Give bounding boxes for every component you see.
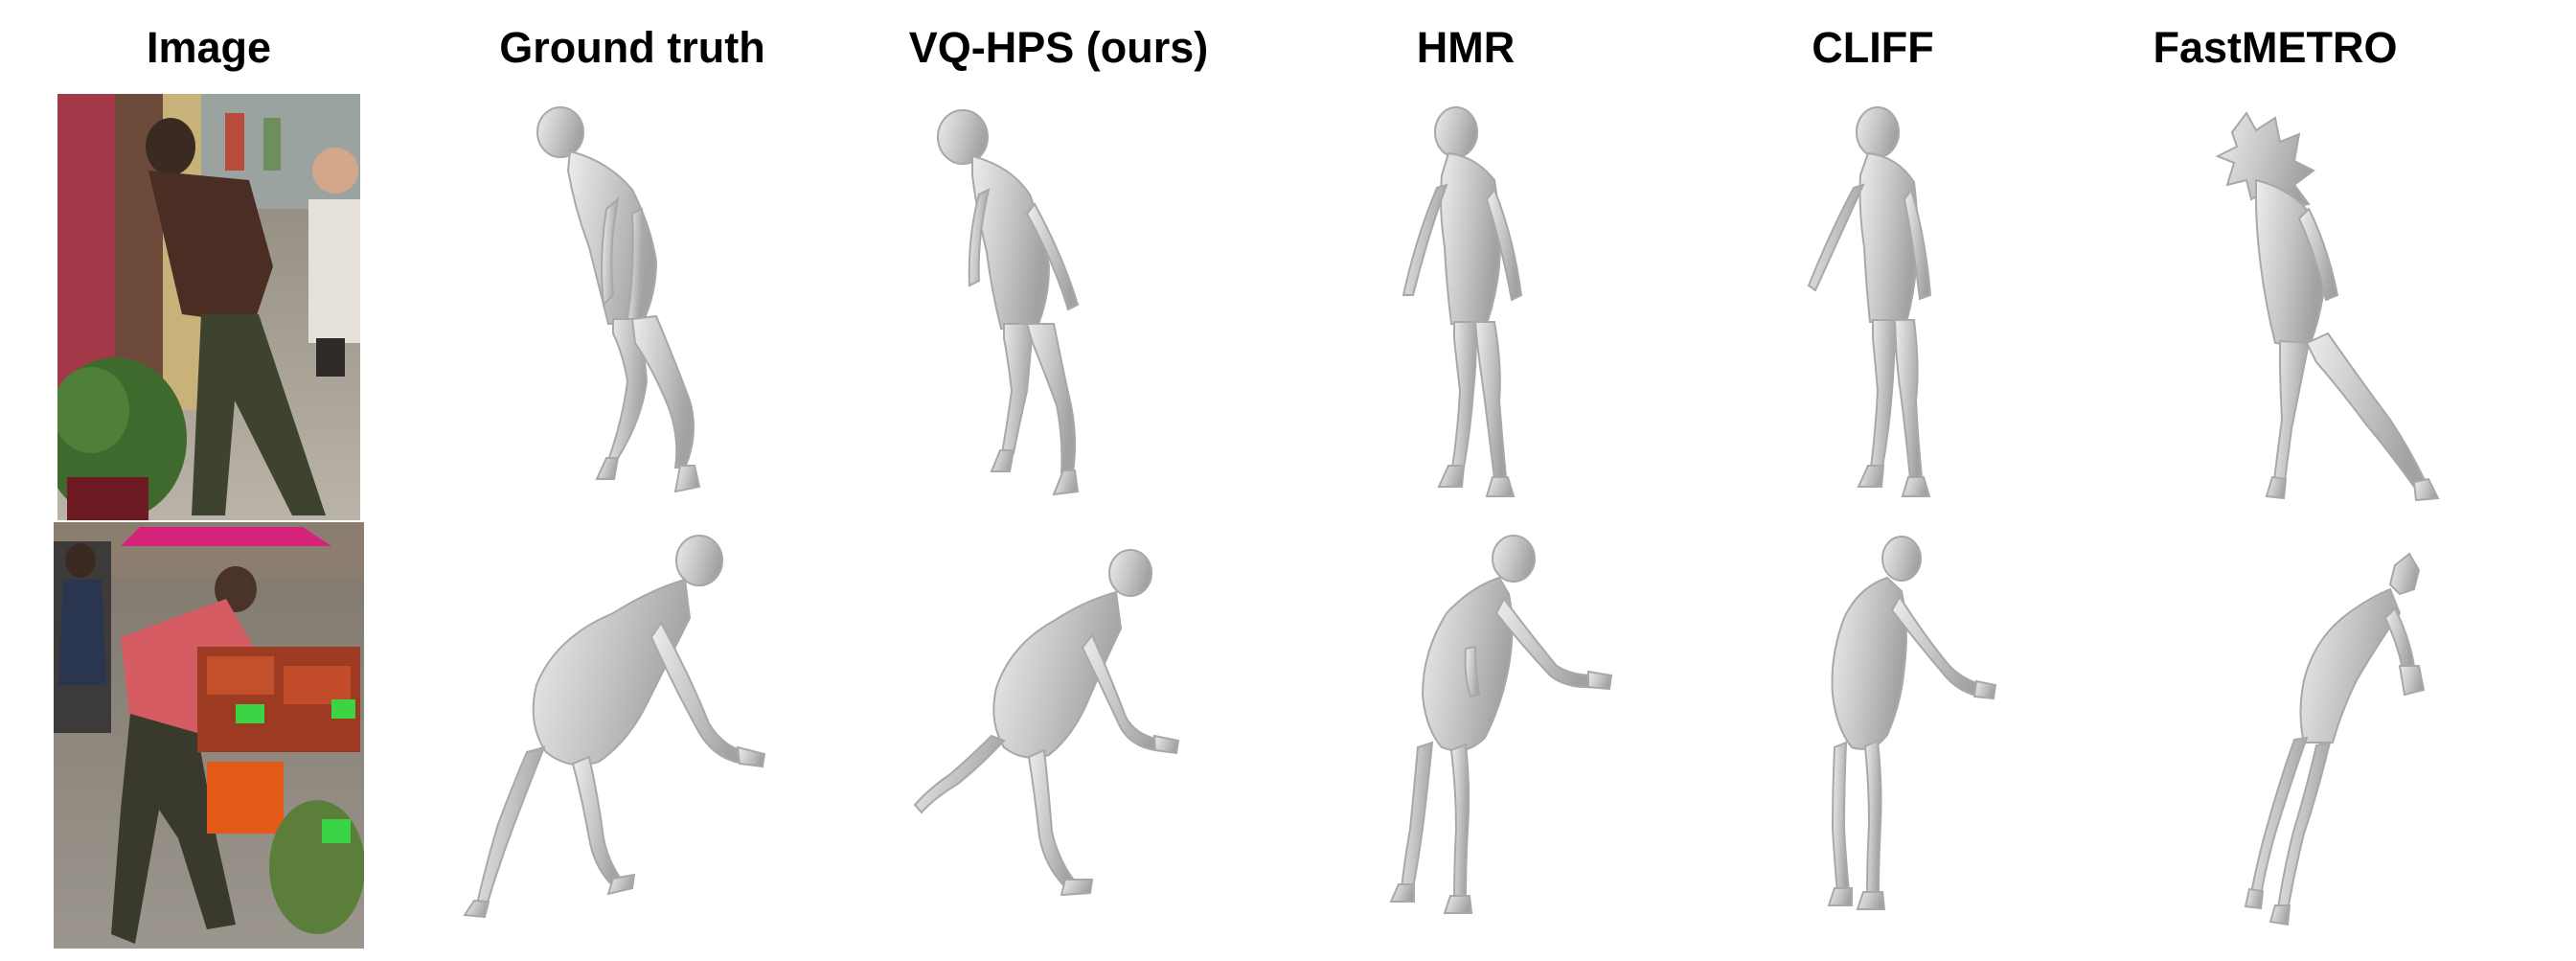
header-cliff: CLIFF bbox=[1812, 23, 1934, 72]
header-fastmetro: FastMETRO bbox=[2153, 23, 2398, 72]
mesh-fastmetro-row-1 bbox=[2203, 103, 2472, 515]
mesh-vq-hps-row-1 bbox=[920, 103, 1169, 515]
header-image: Image bbox=[146, 23, 272, 72]
mesh-cliff-row-2 bbox=[1806, 532, 1997, 934]
input-photo-row-1 bbox=[57, 94, 360, 520]
mesh-fastmetro-row-2 bbox=[2223, 546, 2452, 929]
mesh-ground-truth-row-2 bbox=[460, 532, 786, 934]
mesh-hmr-row-2 bbox=[1389, 532, 1619, 934]
header-vq-hps: VQ-HPS (ours) bbox=[908, 23, 1209, 72]
mesh-cliff-row-1 bbox=[1801, 103, 1993, 515]
input-photo-row-2 bbox=[54, 522, 364, 949]
header-ground-truth: Ground truth bbox=[499, 23, 765, 72]
header-hmr: HMR bbox=[1416, 23, 1516, 72]
mesh-vq-hps-row-2 bbox=[910, 544, 1197, 927]
mesh-hmr-row-1 bbox=[1379, 103, 1590, 515]
mesh-ground-truth-row-1 bbox=[522, 103, 771, 515]
